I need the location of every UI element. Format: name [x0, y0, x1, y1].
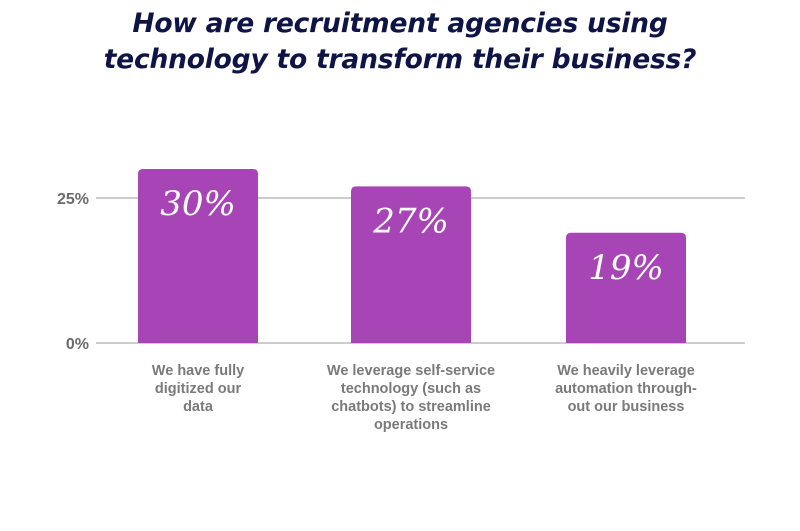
x-category-label-line: We leverage self-service — [311, 362, 511, 380]
x-category-label-line: digitized our — [98, 380, 298, 398]
y-axis: 0% 25% — [57, 191, 89, 353]
x-category-label-line: We heavily leverage — [526, 362, 726, 380]
x-category-label-line: We have fully — [98, 362, 298, 380]
x-category-label-line: technology (such as — [311, 380, 511, 398]
x-category-label: We have fully digitized our data — [98, 362, 298, 416]
x-category-label: We heavily leverage automation through-ou… — [526, 362, 726, 416]
bar-data-label: 30% — [160, 184, 236, 224]
x-category-label-line: chatbots) to streamline — [311, 398, 511, 416]
x-category-label-line: operations — [311, 416, 511, 434]
x-category-label-line: data — [98, 398, 298, 416]
y-tick-label: 0% — [66, 336, 89, 353]
x-category-label-line: automation through- — [526, 380, 726, 398]
x-category-label: We leverage self-service technology (such… — [311, 362, 511, 434]
x-category-label-line: out our business — [526, 398, 726, 416]
bar-data-label: 27% — [372, 201, 449, 241]
bar-data-label: 19% — [588, 248, 664, 288]
y-tick-label: 25% — [57, 191, 89, 208]
